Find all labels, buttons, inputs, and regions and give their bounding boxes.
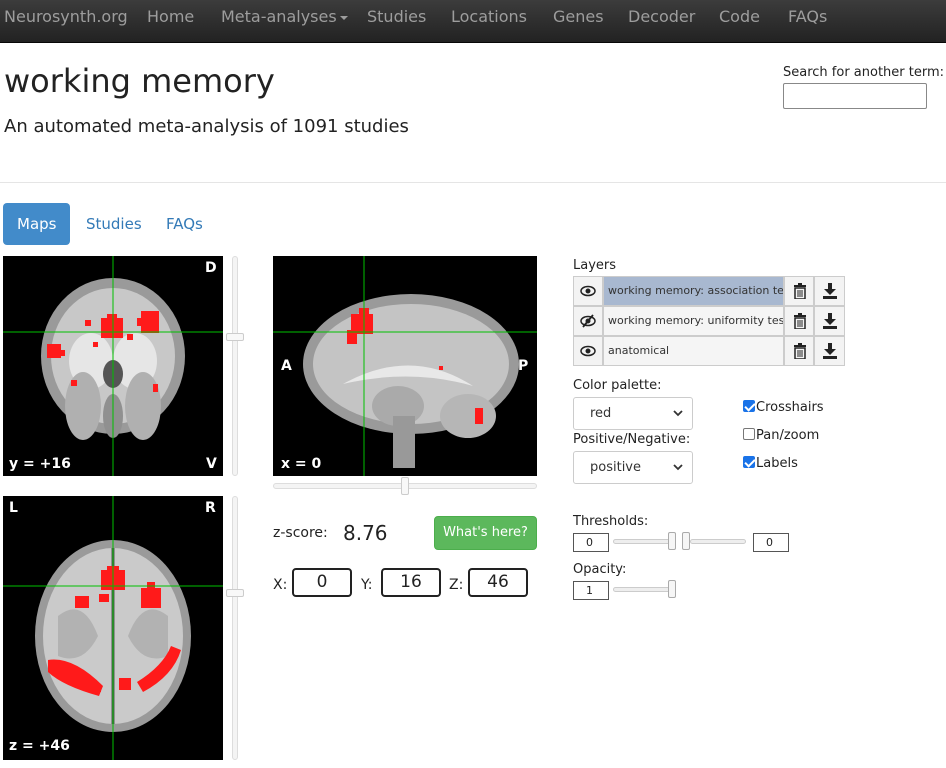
chevron-down-icon xyxy=(673,410,683,417)
x-coord-input[interactable]: 0 xyxy=(292,568,352,597)
tab-studies[interactable]: Studies xyxy=(86,215,142,233)
brand-link[interactable]: Neurosynth.org xyxy=(4,7,128,26)
page-title: working memory xyxy=(4,62,275,100)
page-subtitle: An automated meta-analysis of 1091 studi… xyxy=(4,116,409,137)
labels-option[interactable]: Labels xyxy=(743,456,798,471)
coronal-slice-label: y = +16 xyxy=(9,456,71,472)
download-icon[interactable] xyxy=(814,276,845,306)
x-coord-label: X: xyxy=(273,577,288,593)
zscore-label: z-score: xyxy=(273,525,328,541)
tab-maps[interactable]: Maps xyxy=(3,203,71,245)
crosshairs-checkbox[interactable] xyxy=(743,400,755,412)
coronal-top-label: D xyxy=(205,260,217,276)
layer-name[interactable]: anatomical xyxy=(603,336,784,366)
threshold-max-input[interactable]: 0 xyxy=(753,533,789,552)
nav-code[interactable]: Code xyxy=(719,7,760,26)
eye-icon[interactable] xyxy=(573,336,603,366)
panzoom-checkbox[interactable] xyxy=(743,428,755,440)
coronal-view[interactable]: D y = +16 V xyxy=(3,256,223,476)
panzoom-label: Pan/zoom xyxy=(756,428,820,443)
labels-checkbox[interactable] xyxy=(743,456,755,468)
divider xyxy=(0,182,946,183)
panzoom-option[interactable]: Pan/zoom xyxy=(743,428,819,443)
nav-meta-analyses-label: Meta-analyses xyxy=(221,7,337,26)
navbar: Neurosynth.org Home Meta-analyses Studie… xyxy=(0,0,946,43)
axial-slider-handle[interactable] xyxy=(226,589,244,597)
color-palette-label: Color palette: xyxy=(573,378,662,393)
eye-slash-icon[interactable] xyxy=(573,306,603,336)
sagittal-slider-handle[interactable] xyxy=(401,477,409,495)
search-input[interactable] xyxy=(783,83,927,109)
layer-row: working memory: uniformity test xyxy=(573,306,845,336)
trash-icon[interactable] xyxy=(784,306,814,336)
caret-down-icon xyxy=(339,15,348,20)
coronal-slider-handle[interactable] xyxy=(226,333,244,341)
whats-here-button[interactable]: What's here? xyxy=(434,516,537,550)
axial-view[interactable]: L R z = +46 xyxy=(3,496,223,760)
nav-studies[interactable]: Studies xyxy=(367,7,427,26)
labels-label: Labels xyxy=(756,456,798,471)
opacity-slider[interactable] xyxy=(613,587,675,592)
nav-genes[interactable]: Genes xyxy=(553,7,604,26)
threshold-min-slider[interactable] xyxy=(613,539,675,544)
sagittal-slice-slider[interactable] xyxy=(273,477,537,495)
posneg-value: positive xyxy=(590,460,641,475)
threshold-max-slider[interactable] xyxy=(690,539,746,544)
nav-locations[interactable]: Locations xyxy=(451,7,528,26)
coronal-brain-image xyxy=(3,256,223,476)
threshold-max-handle[interactable] xyxy=(682,532,690,550)
layer-row: working memory: association test xyxy=(573,276,845,306)
nav-meta-analyses[interactable]: Meta-analyses xyxy=(221,0,348,34)
layer-name[interactable]: working memory: uniformity test xyxy=(603,306,784,336)
z-coord-label: Z: xyxy=(449,577,464,593)
sagittal-brain-image xyxy=(273,256,537,476)
nav-faqs[interactable]: FAQs xyxy=(788,7,828,26)
color-palette-value: red xyxy=(590,406,612,421)
download-icon[interactable] xyxy=(814,306,845,336)
layers-label: Layers xyxy=(573,258,617,273)
axial-brain-image xyxy=(3,496,223,760)
opacity-handle[interactable] xyxy=(668,580,676,598)
axial-slice-label: z = +46 xyxy=(9,738,70,754)
z-coord-input[interactable]: 46 xyxy=(468,568,528,597)
opacity-input[interactable]: 1 xyxy=(573,581,609,600)
thresholds-label: Thresholds: xyxy=(573,514,649,529)
posneg-label: Positive/Negative: xyxy=(573,432,691,447)
axial-right-label: R xyxy=(205,500,216,516)
layer-name[interactable]: working memory: association test xyxy=(603,276,784,306)
zscore-value: 8.76 xyxy=(343,521,388,545)
chevron-down-icon xyxy=(673,464,683,471)
trash-icon[interactable] xyxy=(784,276,814,306)
sagittal-left-label: A xyxy=(281,358,292,374)
layer-row: anatomical xyxy=(573,336,845,366)
threshold-min-handle[interactable] xyxy=(668,532,676,550)
axial-slice-slider[interactable] xyxy=(226,496,244,760)
tab-faqs[interactable]: FAQs xyxy=(166,215,203,233)
crosshairs-label: Crosshairs xyxy=(756,400,824,415)
posneg-select[interactable]: positive xyxy=(573,451,693,484)
eye-icon[interactable] xyxy=(573,276,603,306)
sagittal-view[interactable]: A P x = 0 xyxy=(273,256,537,476)
crosshairs-option[interactable]: Crosshairs xyxy=(743,400,824,415)
opacity-label: Opacity: xyxy=(573,562,627,577)
sagittal-slice-label: x = 0 xyxy=(281,456,322,472)
coronal-bottom-label: V xyxy=(206,456,217,472)
search-label: Search for another term: xyxy=(783,65,945,80)
trash-icon[interactable] xyxy=(784,336,814,366)
color-palette-select[interactable]: red xyxy=(573,397,693,430)
sagittal-right-label: P xyxy=(518,358,529,374)
download-icon[interactable] xyxy=(814,336,845,366)
axial-left-label: L xyxy=(9,500,18,516)
coronal-slice-slider[interactable] xyxy=(226,256,244,476)
nav-home[interactable]: Home xyxy=(147,7,195,26)
nav-decoder[interactable]: Decoder xyxy=(628,7,696,26)
threshold-min-input[interactable]: 0 xyxy=(573,533,609,552)
y-coord-label: Y: xyxy=(361,577,373,593)
y-coord-input[interactable]: 16 xyxy=(381,568,441,597)
